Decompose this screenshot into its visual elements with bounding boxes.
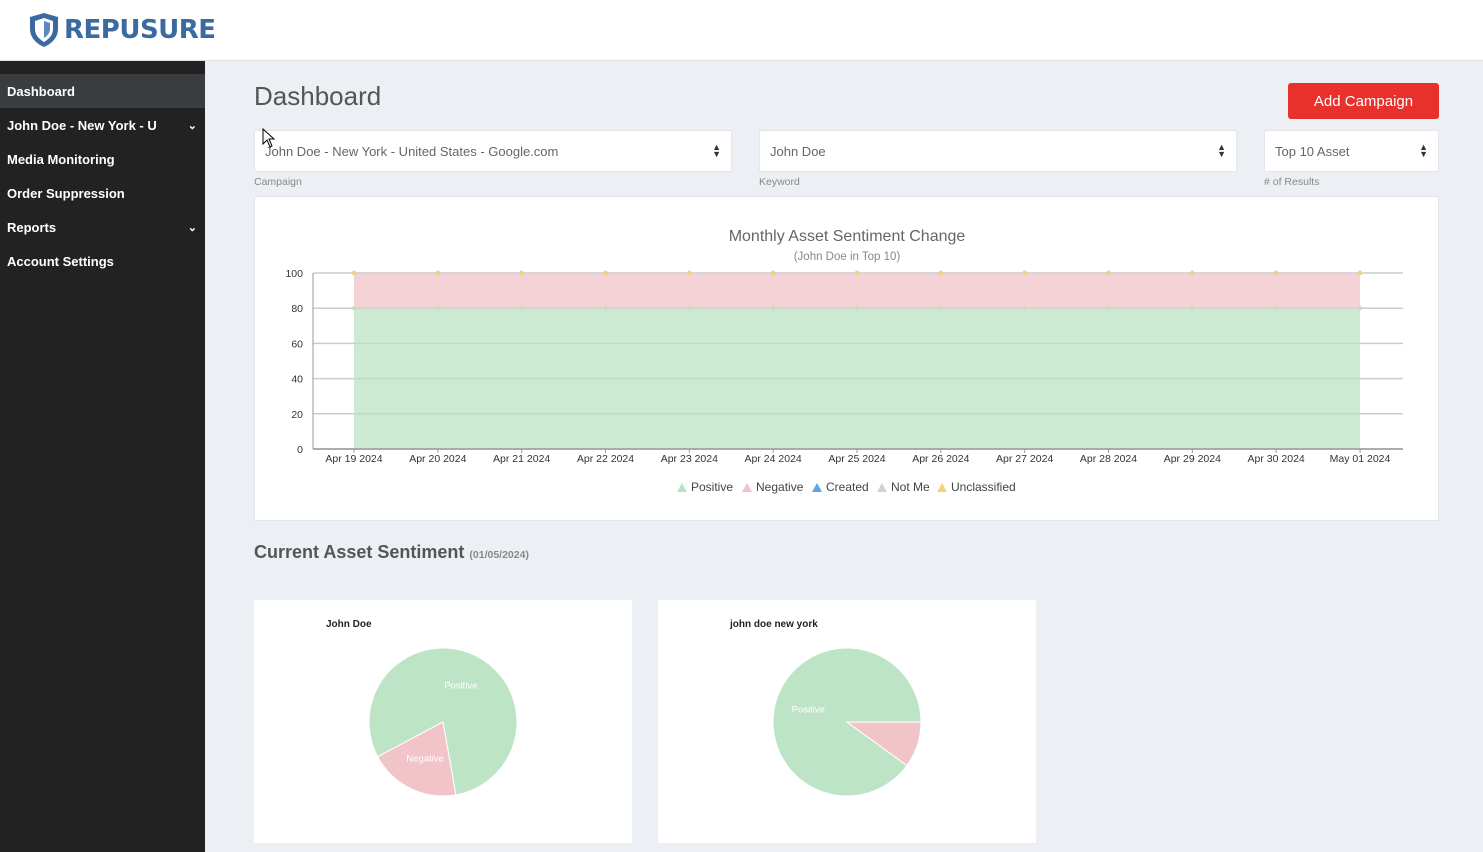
sidebar-item-label: John Doe - New York - U (7, 117, 157, 133)
campaign-select[interactable]: John Doe - New York - United States - Go… (254, 130, 732, 172)
pie-slice-label: Negative (406, 754, 444, 765)
mouse-cursor-icon (262, 128, 276, 148)
brand-name: REPUSURE (64, 15, 216, 45)
sidebar-item-account-settings[interactable]: Account Settings (0, 244, 205, 278)
sidebar-item-reports[interactable]: Reports ⌄ (0, 210, 205, 244)
sidebar-item-label: Account Settings (7, 253, 114, 269)
data-point-unclassified (1106, 270, 1111, 276)
x-tick-label: Apr 22 2024 (577, 453, 634, 465)
x-tick-label: Apr 30 2024 (1248, 453, 1305, 465)
pie-slice-negative (845, 721, 922, 767)
data-point-unclassified (854, 270, 860, 276)
x-tick-label: Apr 26 2024 (912, 453, 969, 465)
x-tick-label: Apr 29 2024 (1164, 453, 1221, 465)
sidebar-item-label: Media Monitoring (7, 151, 115, 167)
legend-marker (812, 483, 822, 492)
shield-icon (30, 13, 58, 47)
data-point-unclassified (1357, 270, 1363, 276)
campaign-label: Campaign (254, 176, 302, 188)
sidebar-item-order-suppression[interactable]: Order Suppression (0, 176, 205, 210)
data-point-unclassified (1273, 270, 1279, 276)
y-tick-label: 100 (285, 268, 303, 280)
sidebar-item-label: Dashboard (7, 83, 75, 99)
data-point-unclassified (687, 270, 692, 276)
campaign-select-value: John Doe - New York - United States - Go… (265, 143, 559, 159)
results-select[interactable]: Top 10 Asset ▲ ▼ (1264, 130, 1439, 172)
current-sentiment-heading: Current Asset Sentiment (254, 542, 465, 562)
sentiment-change-chart-card: Monthly Asset Sentiment Change (John Doe … (254, 196, 1439, 521)
legend-marker (877, 483, 887, 492)
add-campaign-button[interactable]: Add Campaign (1288, 83, 1439, 119)
brand-logo[interactable]: REPUSURE (28, 12, 216, 48)
keyword-select[interactable]: John Doe ▲ ▼ (759, 130, 1237, 172)
keyword-label: Keyword (759, 176, 800, 188)
y-tick-label: 0 (297, 444, 303, 456)
top-bar: REPUSURE (0, 0, 1483, 61)
chevron-down-icon: ⌄ (187, 221, 197, 234)
legend-marker (937, 483, 947, 492)
page-title: Dashboard (254, 81, 382, 111)
legend-marker (742, 483, 752, 492)
results-label: # of Results (1264, 176, 1320, 188)
legend-entry: Created (826, 480, 869, 494)
chevron-down-icon: ⌄ (187, 119, 197, 132)
x-tick-label: Apr 20 2024 (409, 453, 466, 465)
sidebar-item-media-monitoring[interactable]: Media Monitoring (0, 142, 205, 176)
data-point-unclassified (519, 270, 524, 276)
pie-slice-negative (376, 721, 457, 797)
select-arrows-icon: ▲ ▼ (1419, 142, 1428, 159)
data-point-unclassified (603, 270, 608, 276)
select-arrows-icon: ▲ ▼ (712, 142, 721, 159)
sentiment-change-chart: Monthly Asset Sentiment Change (John Doe … (285, 228, 1403, 494)
x-tick-label: Apr 19 2024 (325, 453, 382, 465)
pie-slice-label: Positive (792, 704, 825, 715)
pie-slice-label: Positive (444, 680, 477, 691)
data-point-unclassified (1022, 270, 1027, 276)
sidebar: Dashboard John Doe - New York - U ⌄ Medi… (0, 61, 205, 852)
pie-chart-john-doe: Positive Negative (368, 647, 518, 797)
sidebar-item-label: Order Suppression (7, 185, 125, 201)
x-tick-label: May 01 2024 (1330, 453, 1391, 465)
select-arrows-icon: ▲ ▼ (1217, 142, 1226, 159)
data-point-unclassified (938, 270, 944, 276)
x-tick-label: Apr 27 2024 (996, 453, 1053, 465)
chart-subtitle: (John Doe in Top 10) (794, 251, 901, 263)
x-tick-label: Apr 21 2024 (493, 453, 550, 465)
y-tick-label: 20 (291, 409, 303, 421)
data-point-unclassified (435, 270, 441, 276)
x-tick-label: Apr 24 2024 (745, 453, 802, 465)
chart-title: Monthly Asset Sentiment Change (729, 228, 966, 245)
legend-entry: Unclassified (951, 480, 1016, 494)
sidebar-item-label: Reports (7, 219, 57, 235)
data-point-unclassified (770, 270, 776, 276)
main-content: Dashboard Add Campaign John Doe - New Yo… (205, 61, 1483, 852)
legend-entry: Not Me (891, 480, 930, 494)
y-tick-label: 80 (291, 303, 303, 315)
sidebar-item-dashboard[interactable]: Dashboard (0, 74, 205, 108)
data-point-unclassified (351, 270, 357, 276)
series-area-negative (354, 273, 1360, 309)
keyword-select-value: John Doe (770, 143, 826, 159)
sidebar-item-campaign[interactable]: John Doe - New York - U ⌄ (0, 108, 205, 142)
current-sentiment-title: Current Asset Sentiment (01/05/2024) (254, 542, 529, 563)
x-tick-label: Apr 25 2024 (828, 453, 885, 465)
pie-title: john doe new york (730, 619, 818, 630)
pie-title: John Doe (326, 619, 372, 630)
y-tick-label: 60 (291, 338, 303, 350)
pie-card-john-doe: Positive Negative John Doe (254, 600, 632, 843)
legend-entry: Positive (691, 480, 733, 494)
pie-chart-john-doe-new-york: Positive (772, 647, 922, 797)
x-tick-label: Apr 23 2024 (661, 453, 718, 465)
legend-marker (677, 483, 687, 492)
x-tick-label: Apr 28 2024 (1080, 453, 1137, 465)
legend-entry: Negative (756, 480, 804, 494)
y-tick-label: 40 (291, 374, 303, 386)
results-select-value: Top 10 Asset (1275, 143, 1350, 159)
pie-card-john-doe-new-york: Positive john doe new york (658, 600, 1036, 843)
current-sentiment-date: (01/05/2024) (469, 549, 529, 561)
data-point-unclassified (1190, 270, 1195, 276)
series-area-positive (354, 308, 1360, 449)
